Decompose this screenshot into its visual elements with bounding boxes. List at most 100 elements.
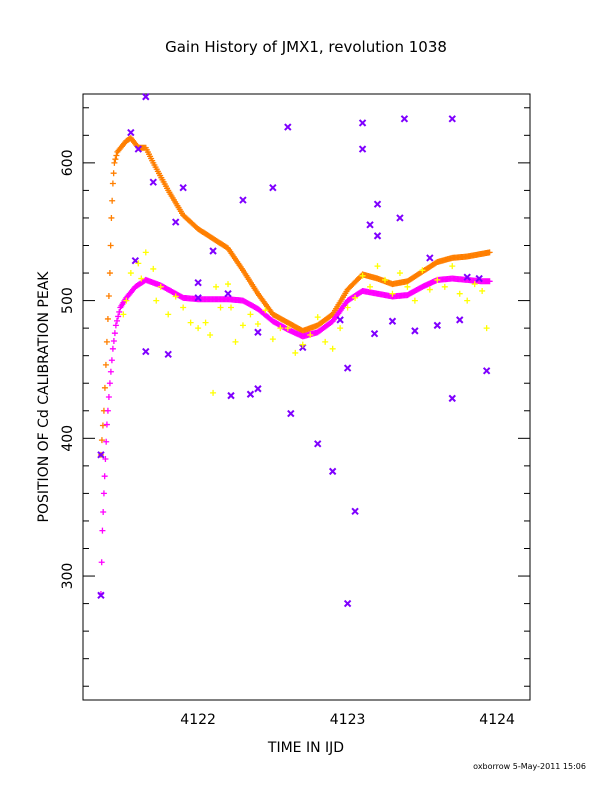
series-0 xyxy=(97,135,493,458)
data-point xyxy=(172,293,179,300)
data-point xyxy=(269,183,277,192)
data-point xyxy=(104,315,111,322)
data-point xyxy=(411,327,419,335)
data-point xyxy=(116,308,123,315)
data-point xyxy=(370,329,379,338)
data-point xyxy=(194,294,202,302)
data-point xyxy=(107,368,114,375)
data-point xyxy=(217,304,224,311)
data-point xyxy=(111,159,118,166)
data-point xyxy=(97,591,105,600)
data-point xyxy=(246,390,255,398)
data-point xyxy=(254,328,262,336)
x-tick-label: 4123 xyxy=(330,712,366,728)
data-point xyxy=(307,332,314,339)
data-point xyxy=(344,304,351,311)
data-point xyxy=(247,311,254,318)
data-point xyxy=(287,409,295,418)
data-point xyxy=(228,304,235,311)
data-point xyxy=(142,249,149,256)
data-point xyxy=(449,263,456,270)
data-point xyxy=(180,304,187,311)
data-point xyxy=(351,507,359,516)
data-point xyxy=(224,289,232,298)
data-point xyxy=(115,313,122,320)
data-point xyxy=(373,200,382,208)
data-point xyxy=(108,357,115,364)
data-point xyxy=(269,336,276,343)
data-point xyxy=(486,278,493,285)
data-point xyxy=(103,338,110,345)
x-axis: 4122 4123 4124 xyxy=(180,712,515,728)
data-point xyxy=(207,332,214,339)
data-point xyxy=(103,421,110,428)
data-point xyxy=(314,314,321,321)
plot-frame xyxy=(82,93,531,701)
data-point xyxy=(239,196,247,204)
data-point xyxy=(109,180,116,187)
y-tick-label: 400 xyxy=(60,425,76,452)
data-point xyxy=(123,297,130,304)
data-point xyxy=(103,438,110,445)
data-point xyxy=(98,437,105,444)
data-point xyxy=(328,467,337,476)
data-point xyxy=(482,367,491,375)
data-point xyxy=(322,338,329,345)
data-point xyxy=(343,599,352,608)
data-point xyxy=(373,232,382,240)
series-3 xyxy=(120,249,490,396)
data-point xyxy=(179,183,187,192)
data-point xyxy=(314,440,322,448)
data-point xyxy=(352,294,359,301)
data-point xyxy=(471,281,478,288)
data-point xyxy=(411,297,418,304)
data-point xyxy=(404,283,411,290)
data-point xyxy=(113,152,120,159)
data-point xyxy=(102,455,109,462)
data-point xyxy=(448,115,456,123)
y-tick-label: 300 xyxy=(60,563,76,590)
data-point xyxy=(389,290,396,297)
data-point xyxy=(374,263,381,270)
data-point xyxy=(202,319,209,326)
data-point xyxy=(106,380,113,387)
data-point xyxy=(381,276,388,283)
data-point xyxy=(171,218,180,226)
data-point xyxy=(127,128,135,137)
data-point xyxy=(366,221,374,229)
data-point xyxy=(396,270,403,277)
data-point xyxy=(112,156,119,163)
data-point xyxy=(434,276,441,283)
data-point xyxy=(109,345,116,352)
data-point xyxy=(225,281,232,288)
data-point xyxy=(138,275,145,282)
data-point xyxy=(99,422,106,429)
data-point xyxy=(441,283,448,290)
data-point xyxy=(120,311,127,318)
footer-credit: oxborrow 5-May-2011 15:06 xyxy=(473,762,586,771)
data-point xyxy=(108,214,115,221)
data-point xyxy=(98,559,105,566)
data-point xyxy=(112,322,119,329)
y-axis-label: POSITION OF Cd CALIBRATION PEAK xyxy=(36,271,52,523)
data-point xyxy=(110,170,117,177)
data-point xyxy=(100,490,107,497)
data-point xyxy=(464,297,471,304)
data-point xyxy=(426,254,434,262)
data-point xyxy=(213,283,220,290)
data-point xyxy=(97,451,105,459)
data-point xyxy=(284,123,292,131)
x-axis-label: TIME IN IJD xyxy=(267,740,344,756)
data-point xyxy=(195,325,202,332)
data-point xyxy=(102,361,109,368)
data-point xyxy=(433,321,442,330)
y-tick-label: 600 xyxy=(60,149,76,176)
data-point xyxy=(336,316,344,324)
y-tick-label: 500 xyxy=(60,287,76,314)
data-point xyxy=(209,247,217,255)
data-point xyxy=(153,297,160,304)
data-point xyxy=(165,311,172,318)
data-point xyxy=(104,407,111,414)
